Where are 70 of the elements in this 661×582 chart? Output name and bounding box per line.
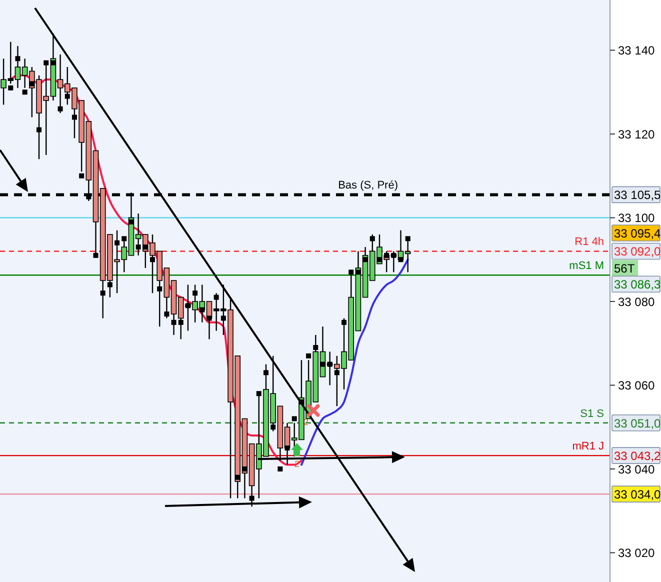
point: [100, 290, 106, 296]
line-series: [300, 258, 409, 466]
y-tick-label: 33 080: [618, 294, 656, 309]
point: [334, 370, 340, 376]
point: [58, 106, 63, 112]
y-tick-label: 33 060: [618, 378, 656, 393]
point: [142, 244, 148, 250]
point: [157, 286, 162, 292]
point: [171, 320, 176, 325]
y-tick-label: 33 100: [618, 211, 656, 226]
point: [362, 257, 368, 262]
point: [79, 173, 84, 178]
point: [15, 56, 20, 62]
point: [200, 307, 205, 312]
point: [44, 60, 49, 66]
y-tick-label: 33 040: [618, 462, 656, 476]
y-tick-label: 33 140: [618, 44, 656, 58]
point: [256, 391, 262, 396]
point: [348, 270, 354, 275]
point: [306, 353, 312, 358]
text: 33 105,5: [614, 188, 661, 202]
point: [370, 236, 375, 242]
point: [8, 85, 14, 90]
y-tick-label: 33 120: [618, 127, 656, 142]
text: 33 086,3: [614, 278, 661, 292]
point: [192, 290, 198, 296]
point: [313, 345, 318, 350]
text: 33 092,0: [614, 244, 661, 259]
point: [263, 370, 268, 376]
ref-line-label: S1 S: [580, 408, 604, 420]
point: [292, 416, 297, 422]
text: 56T: [614, 262, 636, 276]
point: [242, 466, 248, 472]
point: [214, 294, 219, 300]
point: [320, 362, 326, 367]
point: [22, 90, 28, 95]
point: [376, 257, 382, 262]
point: [107, 282, 112, 288]
text: 33 051,0: [614, 416, 661, 430]
point: [405, 236, 410, 242]
point: [64, 94, 70, 99]
point: [122, 236, 127, 242]
point: [164, 312, 170, 317]
point: [270, 424, 276, 430]
point: [220, 316, 226, 321]
y-tick-label: 33 020: [618, 546, 656, 560]
point: [278, 466, 283, 472]
point: [284, 446, 290, 451]
point: [150, 257, 155, 262]
point: [50, 60, 56, 66]
point: [93, 252, 98, 258]
point: [178, 320, 184, 325]
point: [342, 320, 347, 325]
point: [235, 474, 240, 480]
point: [128, 219, 134, 224]
point: [249, 496, 254, 501]
ref-line-label: R1 4h: [574, 236, 604, 248]
point: [29, 81, 34, 86]
point: [398, 257, 404, 262]
point: [72, 114, 77, 120]
ref-line-label: mS1 M: [569, 260, 604, 272]
point: [36, 127, 42, 132]
text: 33 043,2: [614, 449, 661, 464]
point: [206, 316, 212, 321]
point: [114, 240, 120, 246]
ref-line-label: mR1 J: [572, 440, 604, 453]
point: [356, 270, 361, 275]
point: [136, 244, 141, 250]
ref-line-label: Bas (S, Pré): [338, 180, 398, 192]
point: [384, 252, 390, 258]
